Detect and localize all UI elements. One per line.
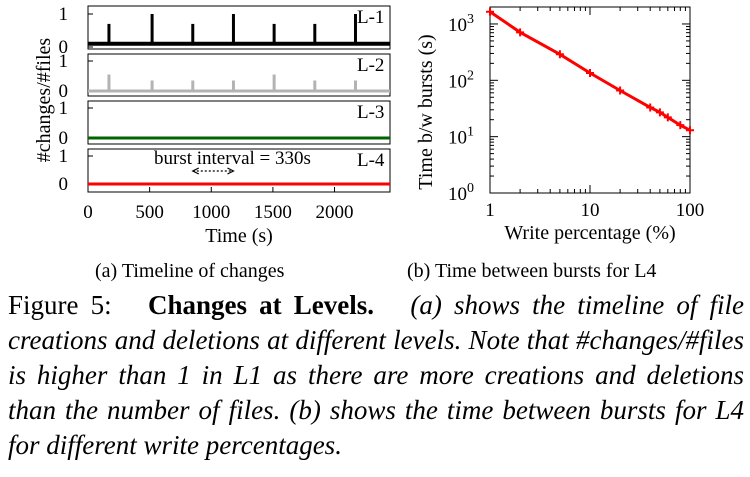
series-label: L-2: [357, 55, 384, 76]
series-label: L-4: [357, 150, 385, 171]
y-tick-label: 1: [59, 146, 69, 167]
series-label: L-3: [357, 102, 384, 123]
figure-caption: Figure 5: Changes at Levels. (a) shows t…: [8, 288, 744, 463]
panel-frame: [87, 5, 391, 50]
figure-title: Changes at Levels.: [148, 290, 375, 320]
y-axis-label: Time b/w bursts (s): [415, 34, 437, 189]
x-tick-label: 10: [581, 200, 600, 221]
panel-frame: [87, 148, 391, 193]
x-tick-label: 1500: [254, 202, 292, 223]
data-point: [555, 50, 564, 59]
y-tick-label: 0: [59, 128, 69, 149]
x-tick-label: 2000: [316, 202, 354, 223]
panel-frame: [87, 100, 391, 145]
data-point: [655, 108, 664, 117]
y-tick-label: 103: [448, 12, 474, 36]
y-tick-label: 100: [448, 181, 474, 205]
y-tick-label: 1: [59, 4, 69, 25]
data-point: [486, 7, 494, 16]
data-point: [686, 126, 694, 135]
data-point: [516, 28, 525, 37]
timeline-chart: 01 L-101 L-201 L-301 L-40 500 1000 1500 2000Time…: [33, 4, 391, 247]
x-tick-label: 500: [135, 202, 164, 223]
x-tick-label: 1000: [192, 202, 230, 223]
subcaption-a: (a) Timeline of changes: [95, 260, 285, 282]
series-label: L-1: [357, 7, 384, 28]
data-point: [663, 113, 672, 122]
data-point: [616, 86, 625, 95]
figure-charts: 01 L-101 L-201 L-301 L-40 500 1000 1500 2000Time…: [33, 4, 705, 247]
panel-frame: [87, 53, 391, 97]
figure-label: Figure 5:: [8, 290, 112, 320]
figure-description: (a) shows the timeline of file creations…: [8, 290, 745, 460]
x-axis-label: Time (s): [205, 225, 273, 247]
y-tick-label: 102: [448, 68, 474, 92]
x-tick-label: 0: [83, 202, 93, 223]
series-line: [489, 10, 691, 132]
y-tick-label: 1: [59, 51, 69, 72]
subcaption-b: (b) Time between bursts for L4: [407, 260, 657, 282]
y-tick-label: 1: [59, 98, 69, 119]
y-axis-label: #changes/#files: [33, 38, 55, 163]
y-tick-label: 0: [59, 81, 69, 102]
y-tick-label: 101: [448, 125, 474, 149]
data-point: [676, 121, 685, 130]
interval-arrowhead: [191, 167, 200, 175]
data-point: [646, 103, 655, 112]
interval-arrowhead: [227, 167, 235, 175]
x-axis-label: Write percentage (%): [504, 222, 675, 244]
y-tick-label: 0: [59, 37, 69, 58]
y-tick-label: 0: [59, 174, 69, 195]
data-point: [586, 68, 594, 77]
x-tick-label: 100: [676, 200, 705, 221]
bursts-chart: 1 10 100 100 101 102 103 Write percentage (%) Ti…: [415, 6, 705, 244]
interval-annotation: burst interval = 330s: [154, 148, 311, 169]
x-tick-label: 1: [485, 200, 495, 221]
